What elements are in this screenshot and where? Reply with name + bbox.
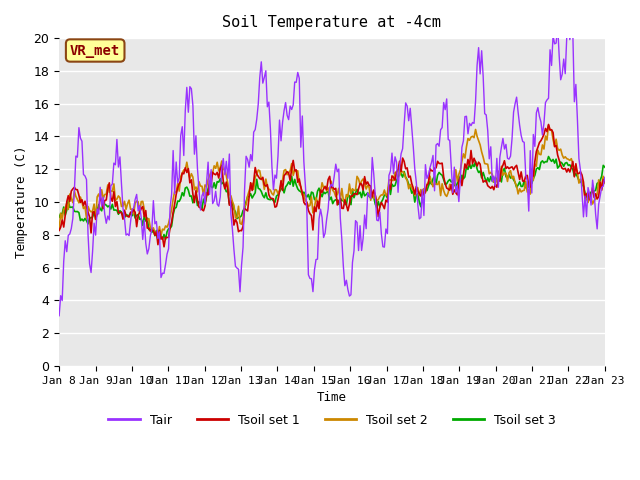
Legend: Tair, Tsoil set 1, Tsoil set 2, Tsoil set 3: Tair, Tsoil set 1, Tsoil set 2, Tsoil se… [103, 409, 561, 432]
Y-axis label: Temperature (C): Temperature (C) [15, 146, 28, 258]
Title: Soil Temperature at -4cm: Soil Temperature at -4cm [223, 15, 442, 30]
X-axis label: Time: Time [317, 391, 347, 404]
Text: VR_met: VR_met [70, 44, 120, 58]
